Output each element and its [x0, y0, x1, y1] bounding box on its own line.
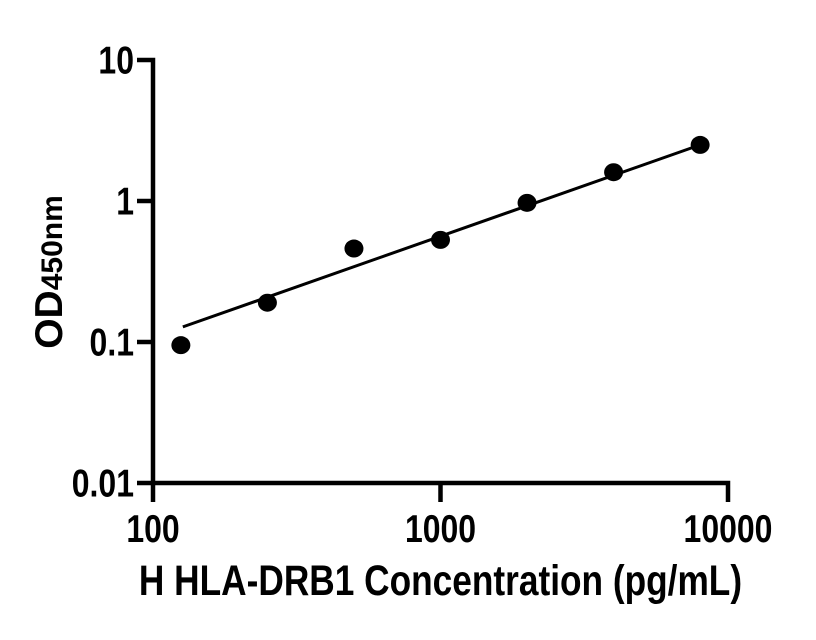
x-tick-label: 10000	[684, 507, 773, 551]
y-axis-title: OD450nm	[28, 195, 71, 349]
y-tick-label: 1	[116, 180, 134, 224]
plot-layer	[171, 135, 710, 355]
data-point	[604, 163, 624, 182]
x-tick-label: 1000	[405, 507, 476, 551]
y-tick-label: 0.1	[90, 321, 134, 365]
y-axis-title-sub: 450nm	[36, 195, 69, 290]
data-point	[431, 230, 450, 249]
data-point	[344, 239, 364, 258]
x-tick-label: 100	[126, 507, 179, 551]
data-point	[257, 293, 277, 312]
y-axis	[137, 57, 156, 502]
y-tick-label: 0.01	[72, 462, 134, 506]
y-tick-label: 10	[98, 39, 134, 83]
y-axis-title-main: OD	[28, 290, 71, 349]
data-point	[690, 135, 710, 154]
x-axis	[137, 480, 731, 502]
axes-layer	[137, 57, 731, 502]
x-axis-title: H HLA-DRB1 Concentration (pg/mL)	[139, 557, 742, 605]
data-point	[171, 336, 191, 355]
data-point	[517, 193, 537, 212]
